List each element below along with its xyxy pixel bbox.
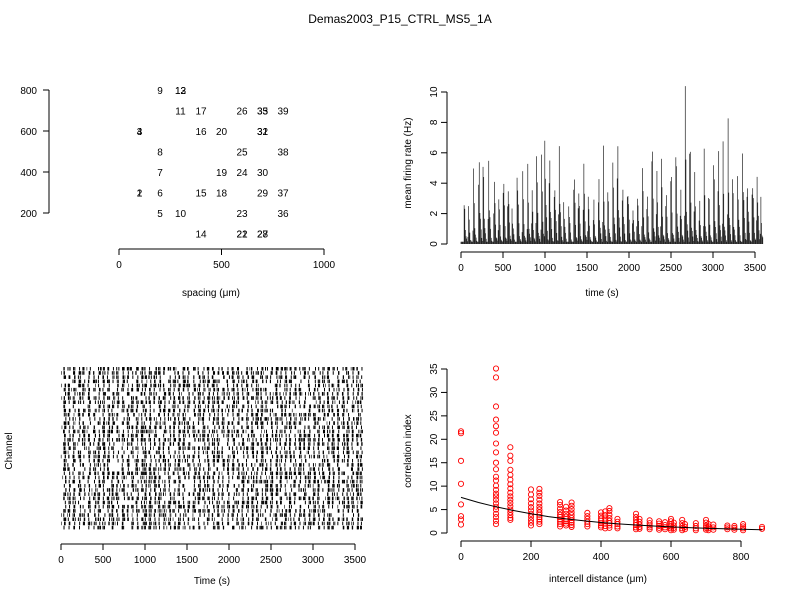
x-tick-label: 500	[213, 260, 230, 271]
channel-label: 18	[216, 189, 228, 200]
y-tick-label: 8	[429, 119, 440, 125]
channel-label: 35	[257, 107, 269, 118]
channel-label: 23	[236, 209, 248, 220]
channel-label: 3	[137, 127, 143, 138]
channel-label: 12	[175, 86, 187, 97]
y-tick-label: 0	[429, 241, 440, 247]
channel-label: 31	[257, 127, 269, 138]
channel-label: 25	[236, 148, 248, 159]
x-tick-label: 2500	[260, 555, 283, 566]
y-tick-label: 4	[429, 180, 440, 186]
x-tick-label: 0	[116, 260, 122, 271]
channel-label: 33	[257, 107, 269, 118]
x-axis-title: time (s)	[585, 288, 618, 299]
x-tick-label: 500	[495, 263, 512, 274]
channel-label: 19	[216, 168, 228, 179]
firing-rate-panel: 0 500 1000 1500 2000 2500 3000 3500 0 2 4 6 8 10 time …	[403, 86, 767, 299]
x-tick-label: 500	[95, 555, 112, 566]
x-axis-title: spacing (μm)	[182, 288, 240, 299]
x-tick-label: 3500	[744, 263, 767, 274]
channel-label: 4	[137, 127, 143, 138]
x-tick-label: 3000	[302, 555, 325, 566]
channel-label: 29	[257, 189, 269, 200]
channel-label: 32	[257, 127, 269, 138]
y-tick-label: 2	[429, 210, 440, 216]
channel-label: 6	[157, 189, 163, 200]
channel-label: 28	[257, 230, 269, 241]
channel-label: 37	[277, 189, 289, 200]
channel-label: 13	[175, 86, 187, 97]
x-tick-label: 1000	[534, 263, 557, 274]
channel-label: 11	[175, 107, 186, 118]
x-tick-label: 1500	[176, 555, 199, 566]
y-tick-label: 800	[20, 86, 37, 97]
channel-label: 26	[236, 107, 248, 118]
channel-label: 17	[195, 107, 207, 118]
channel-label: 21	[236, 230, 248, 241]
y-tick-label: 600	[20, 127, 37, 138]
channel-label: 7	[157, 168, 163, 179]
channel-label: 15	[195, 189, 207, 200]
channel-label: 20	[216, 127, 228, 138]
x-tick-label: 1000	[313, 260, 336, 271]
x-tick-label: 1000	[134, 555, 157, 566]
x-tick-label: 1500	[576, 263, 599, 274]
figure-title: Demas2003_P15_CTRL_MS5_1A	[308, 12, 491, 26]
channel-label: 38	[277, 148, 289, 159]
x-tick-label: 2000	[218, 555, 241, 566]
channel-label: 16	[195, 127, 207, 138]
channel-label: 24	[236, 168, 248, 179]
channel-label: 27	[257, 230, 269, 241]
y-tick-label: 200	[20, 209, 37, 220]
channel-label: 10	[175, 209, 187, 220]
channel-label: 1	[137, 189, 143, 200]
channel-label: 5	[157, 209, 163, 220]
x-tick-label: 2500	[660, 263, 683, 274]
y-tick-label: 6	[429, 150, 440, 156]
channel-label: 30	[257, 168, 269, 179]
x-tick-label: 3500	[344, 555, 367, 566]
channel-label: 8	[157, 148, 163, 159]
y-tick-label: 10	[429, 86, 440, 98]
channel-label: 22	[236, 230, 248, 241]
channel-label: 2	[137, 189, 143, 200]
x-tick-label: 0	[458, 263, 464, 274]
x-tick-label: 0	[58, 555, 64, 566]
x-tick-label: 2000	[618, 263, 641, 274]
y-tick-label: 400	[20, 168, 37, 179]
channel-label: 9	[157, 86, 163, 97]
channel-label: 14	[195, 230, 207, 241]
x-tick-label: 3000	[702, 263, 725, 274]
channel-label: 36	[277, 209, 289, 220]
channel-label: 39	[277, 107, 289, 118]
y-axis-title: mean firing rate (Hz)	[403, 117, 414, 208]
